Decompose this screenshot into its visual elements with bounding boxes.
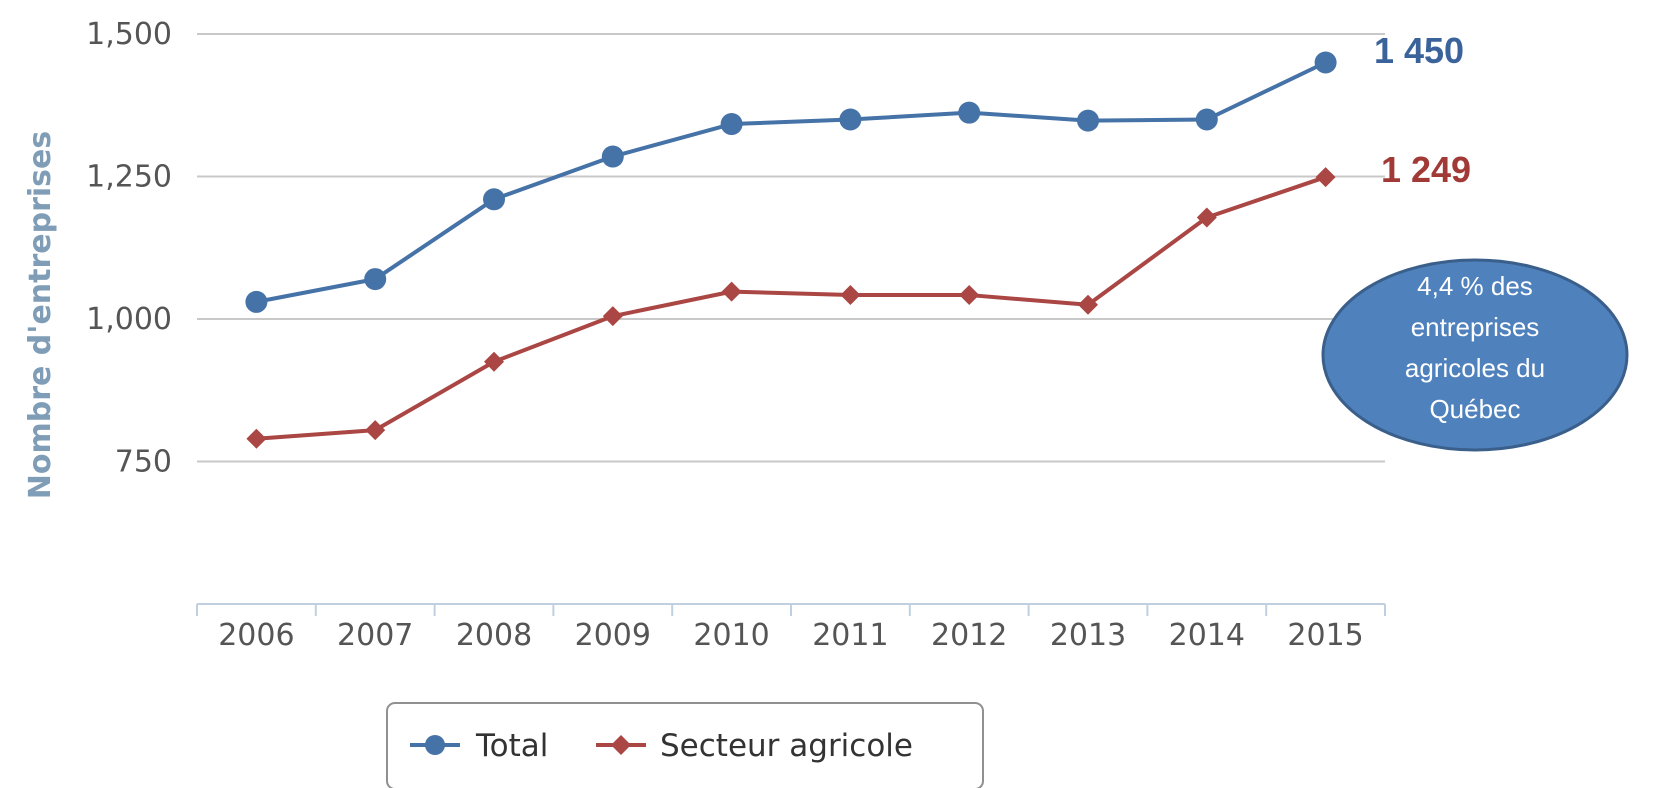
data-point[interactable] — [720, 113, 743, 136]
x-tick-label: 2013 — [1050, 618, 1126, 653]
data-point[interactable] — [839, 108, 862, 131]
grid-lines — [197, 33, 1385, 463]
secteur-end-label: 1 249 — [1381, 149, 1471, 190]
total-end-label: 1 450 — [1374, 30, 1464, 71]
series-secteur-agricole — [246, 167, 1336, 449]
series-line — [256, 175, 1327, 441]
callout-line-3: agricoles du — [1405, 353, 1545, 383]
data-point[interactable] — [958, 101, 981, 124]
y-tick-label: 1,500 — [86, 17, 172, 52]
x-tick-label: 2015 — [1287, 618, 1363, 653]
data-point[interactable] — [483, 188, 505, 211]
x-tick-label: 2006 — [218, 618, 294, 653]
data-point[interactable] — [1314, 51, 1337, 74]
x-tick-label: 2009 — [575, 618, 651, 653]
callout-line-1: 4,4 % des — [1417, 271, 1533, 301]
series-group — [245, 51, 1337, 449]
data-point[interactable] — [721, 281, 742, 302]
callout-line-4: Québec — [1429, 394, 1520, 424]
y-axis-label: Nombre d'entreprises — [23, 131, 58, 500]
legend-secteur-marker — [611, 735, 631, 755]
data-point[interactable] — [245, 290, 268, 313]
legend-secteur-label: Secteur agricole — [660, 728, 913, 764]
series-line — [256, 60, 1327, 304]
data-point[interactable] — [601, 145, 624, 168]
legend-total-marker — [425, 735, 445, 755]
legend[interactable]: Total Secteur agricole — [386, 702, 984, 788]
data-point[interactable] — [959, 285, 980, 306]
x-tick-label: 2012 — [931, 618, 1007, 653]
x-tick-label: 2011 — [812, 618, 888, 653]
data-point[interactable] — [364, 268, 387, 291]
legend-box — [386, 702, 984, 788]
data-point[interactable] — [602, 306, 623, 327]
data-point[interactable] — [840, 285, 861, 306]
x-axis-ticks: 2006 2007 2008 2009 2010 2011 2012 2013 2014 2015 — [196, 604, 1386, 653]
x-tick-label: 2008 — [456, 618, 532, 653]
series-total — [245, 51, 1337, 313]
data-point[interactable] — [246, 428, 267, 449]
y-axis-ticks: 750 1,000 1,250 1,500 — [86, 17, 172, 480]
data-point[interactable] — [365, 420, 386, 441]
y-tick-label: 750 — [115, 445, 172, 480]
callout-bubble: 4,4 % des entreprises agricoles du Québe… — [1321, 258, 1629, 452]
x-tick-label: 2014 — [1169, 618, 1245, 653]
data-point[interactable] — [1195, 108, 1218, 131]
y-tick-label: 1,000 — [86, 302, 172, 337]
callout-line-2: entreprises — [1411, 312, 1540, 342]
data-point[interactable] — [484, 351, 504, 372]
data-point[interactable] — [1077, 109, 1099, 132]
data-point[interactable] — [1196, 207, 1217, 228]
data-point[interactable] — [1315, 167, 1336, 188]
x-tick-label: 2007 — [337, 618, 413, 653]
x-tick-label: 2010 — [693, 618, 769, 653]
legend-item-secteur[interactable]: Secteur agricole — [596, 728, 913, 764]
callout-ellipse — [1321, 258, 1629, 452]
legend-total-label: Total — [475, 728, 548, 764]
y-tick-label: 1,250 — [86, 160, 172, 195]
data-point[interactable] — [1078, 294, 1098, 315]
legend-item-total[interactable]: Total — [410, 728, 548, 764]
